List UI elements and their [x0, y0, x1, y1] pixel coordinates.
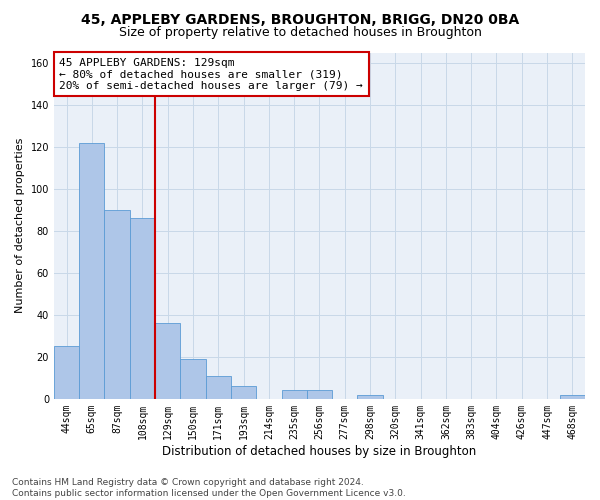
- Bar: [181, 359, 206, 399]
- Text: 45, APPLEBY GARDENS, BROUGHTON, BRIGG, DN20 0BA: 45, APPLEBY GARDENS, BROUGHTON, BRIGG, D…: [81, 12, 519, 26]
- X-axis label: Distribution of detached houses by size in Broughton: Distribution of detached houses by size …: [163, 444, 476, 458]
- Bar: [358, 394, 383, 399]
- Y-axis label: Number of detached properties: Number of detached properties: [15, 138, 25, 314]
- Bar: [155, 324, 181, 399]
- Bar: [54, 346, 79, 399]
- Bar: [281, 390, 307, 399]
- Bar: [560, 394, 585, 399]
- Text: 45 APPLEBY GARDENS: 129sqm
← 80% of detached houses are smaller (319)
20% of sem: 45 APPLEBY GARDENS: 129sqm ← 80% of deta…: [59, 58, 363, 91]
- Bar: [206, 376, 231, 399]
- Bar: [79, 143, 104, 399]
- Bar: [307, 390, 332, 399]
- Bar: [130, 218, 155, 399]
- Bar: [104, 210, 130, 399]
- Text: Contains HM Land Registry data © Crown copyright and database right 2024.
Contai: Contains HM Land Registry data © Crown c…: [12, 478, 406, 498]
- Text: Size of property relative to detached houses in Broughton: Size of property relative to detached ho…: [119, 26, 481, 39]
- Bar: [231, 386, 256, 399]
